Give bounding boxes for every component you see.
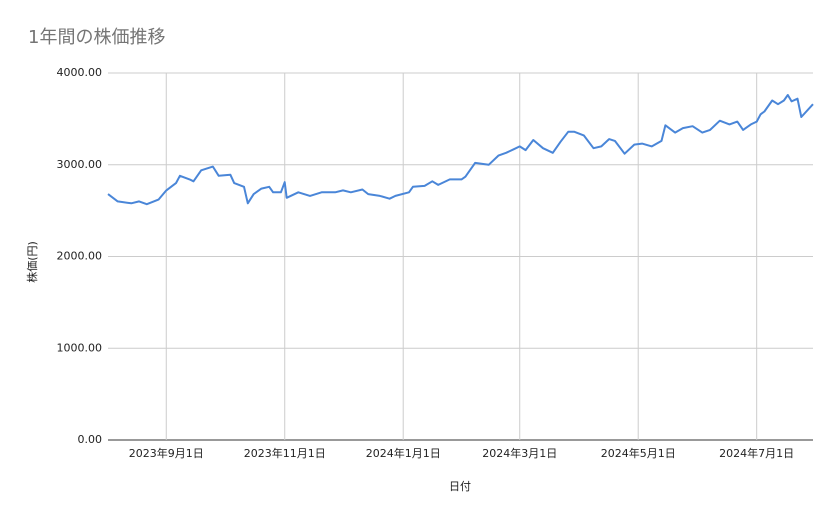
y-tick-label: 0.00: [78, 433, 103, 446]
x-tick-label: 2024年5月1日: [601, 446, 676, 460]
line-series: [107, 94, 814, 206]
x-tick-label: 2024年1月1日: [366, 446, 441, 460]
y-axis-label: 株価(円): [25, 241, 39, 283]
y-tick-label: 2000.00: [57, 250, 103, 263]
x-tick-label: 2024年3月1日: [482, 446, 557, 460]
x-tick-label: 2024年7月1日: [719, 446, 794, 460]
y-tick-label: 1000.00: [57, 341, 103, 354]
x-tick-label: 2023年9月1日: [129, 446, 204, 460]
y-tick-label: 3000.00: [57, 158, 103, 171]
chart-title: 1年間の株価推移: [28, 27, 165, 48]
x-tick-label: 2023年11月1日: [244, 446, 326, 460]
y-tick-label: 4000.00: [57, 66, 103, 79]
x-axis-label: 日付: [449, 480, 471, 493]
